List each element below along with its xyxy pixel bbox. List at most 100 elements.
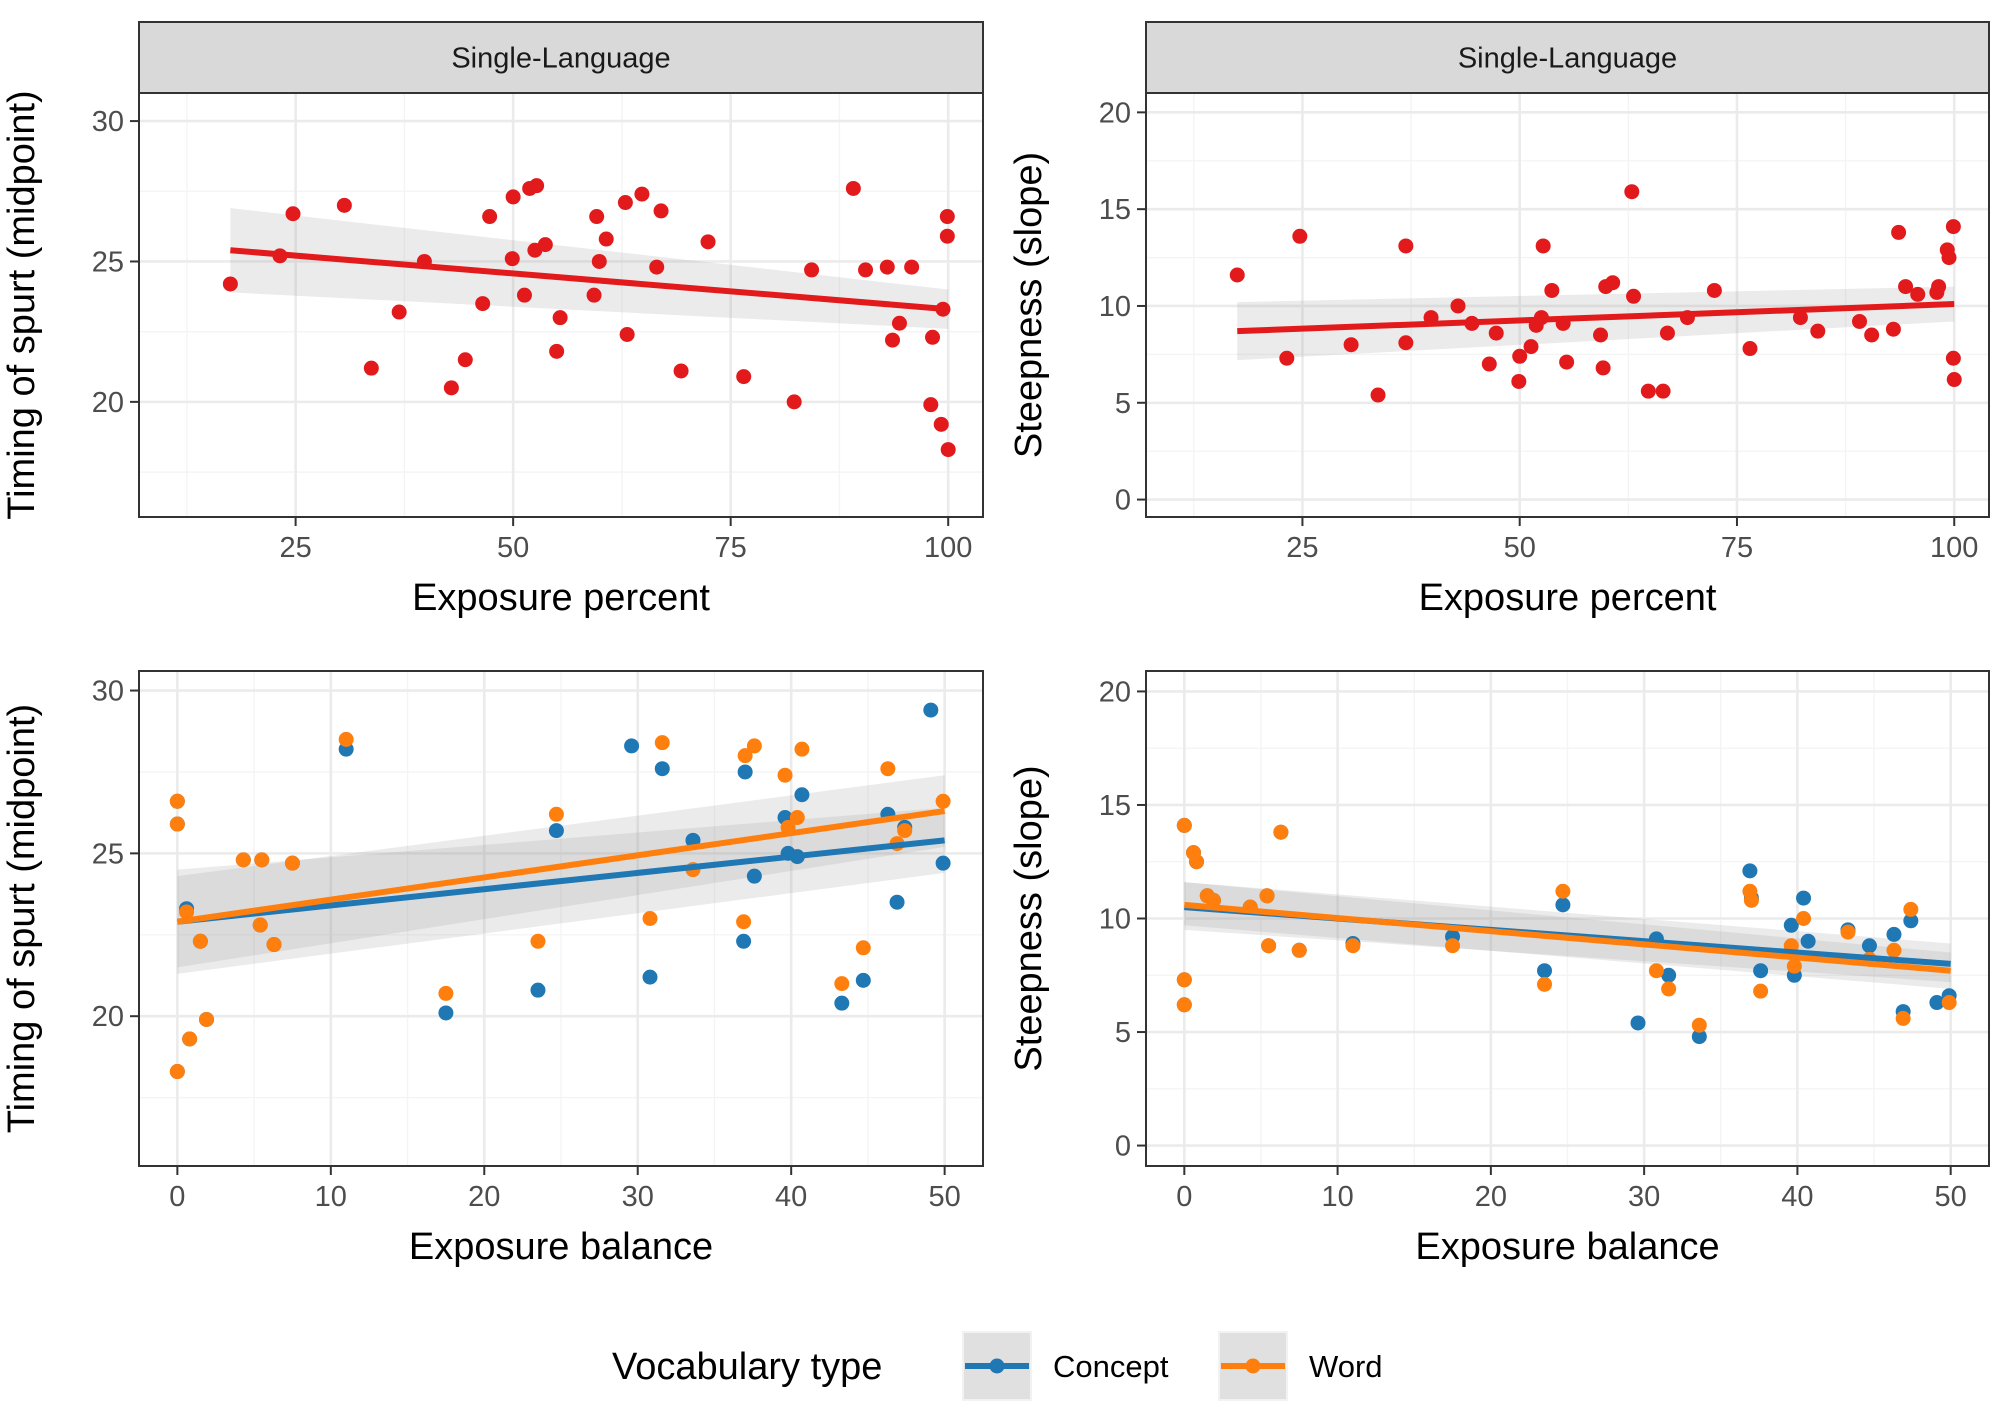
data-point <box>1852 313 1868 329</box>
y-tick-label: 20 <box>92 1001 124 1033</box>
data-point <box>548 823 564 839</box>
data-point <box>252 917 268 933</box>
data-point <box>1706 282 1722 298</box>
data-point <box>1886 926 1902 942</box>
data-point <box>940 442 956 458</box>
data-point <box>537 237 553 253</box>
data-point <box>1885 321 1901 337</box>
data-point <box>1691 1017 1707 1033</box>
data-point <box>923 702 939 718</box>
data-point <box>939 209 955 225</box>
data-point <box>1345 938 1361 954</box>
data-point <box>591 253 607 269</box>
data-point <box>804 262 820 278</box>
data-point <box>529 178 545 194</box>
data-point <box>1661 981 1677 997</box>
x-tick-label: 30 <box>622 1181 654 1213</box>
data-point <box>1176 997 1192 1013</box>
data-point <box>1176 817 1192 833</box>
facet-strip-label: Single-Language <box>451 43 670 75</box>
y-tick-label: 25 <box>92 838 124 870</box>
data-point <box>897 823 913 839</box>
data-point <box>505 189 521 205</box>
data-point <box>673 363 689 379</box>
data-point <box>617 195 633 211</box>
data-point <box>192 933 208 949</box>
x-tick-label: 50 <box>1935 1181 1967 1213</box>
data-point <box>1903 901 1919 917</box>
x-tick-label: 0 <box>169 1181 185 1213</box>
y-tick-label: 20 <box>92 387 124 419</box>
data-point <box>858 262 874 278</box>
data-point <box>235 852 251 868</box>
data-point <box>649 259 665 275</box>
x-tick-label: 50 <box>497 532 529 564</box>
data-point <box>1512 348 1528 364</box>
data-point <box>1941 995 1957 1011</box>
legend-label: Concept <box>1053 1349 1169 1384</box>
data-point <box>482 209 498 225</box>
data-point <box>1189 854 1205 870</box>
legend-title: Vocabulary type <box>612 1346 882 1388</box>
data-point <box>935 855 951 871</box>
data-point <box>598 231 614 247</box>
panel-top-right: Single-Language 25 50 75 100 0 5 10 15 20 Exposure… <box>1008 21 1990 619</box>
data-point <box>1259 888 1275 904</box>
data-point <box>1648 963 1664 979</box>
panel-background <box>139 93 983 517</box>
data-point <box>438 1005 454 1021</box>
data-point <box>504 251 520 267</box>
data-point <box>642 969 658 985</box>
data-point <box>182 1031 198 1047</box>
data-point <box>1630 1015 1646 1031</box>
data-point <box>169 793 185 809</box>
y-axis-title: Timing of spurt (midpoint) <box>1 90 43 519</box>
data-point <box>1796 890 1812 906</box>
data-point <box>1891 224 1907 240</box>
legend-key-point <box>989 1358 1005 1374</box>
data-point <box>794 741 810 757</box>
y-tick-label: 0 <box>1115 485 1131 517</box>
confidence-ribbon <box>230 208 949 329</box>
data-point <box>169 816 185 832</box>
data-point <box>169 1064 185 1080</box>
data-point <box>634 186 650 202</box>
panel-border <box>138 670 984 1167</box>
data-point <box>1929 995 1945 1011</box>
y-tick-label: 10 <box>1099 904 1131 936</box>
data-point <box>1840 924 1856 940</box>
data-point <box>1450 298 1466 314</box>
data-point <box>1786 958 1802 974</box>
data-point <box>794 787 810 803</box>
data-point <box>736 914 752 930</box>
data-point <box>1626 288 1642 304</box>
data-point <box>1537 976 1553 992</box>
data-point <box>1864 327 1880 343</box>
data-point <box>855 972 871 988</box>
data-point <box>933 416 949 432</box>
data-point <box>1559 354 1575 370</box>
legend-key-point <box>1245 1358 1261 1374</box>
facet-strip <box>1145 21 1990 94</box>
y-tick-label: 30 <box>92 676 124 708</box>
x-tick-label: 20 <box>1475 1181 1507 1213</box>
data-point <box>1544 282 1560 298</box>
facet-strip-label: Single-Language <box>1458 43 1677 75</box>
regression-line <box>1237 301 1955 335</box>
data-point <box>1535 238 1551 254</box>
x-tick-label: 20 <box>468 1181 500 1213</box>
confidence-ribbon <box>1237 286 1955 361</box>
data-point <box>1743 892 1759 908</box>
y-tick-label: 20 <box>1099 676 1131 708</box>
data-point <box>1931 279 1947 295</box>
data-point <box>1753 983 1769 999</box>
y-tick-label: 25 <box>92 246 124 278</box>
y-tick-label: 20 <box>1099 97 1131 129</box>
facet-strip <box>138 21 984 94</box>
data-point <box>443 380 459 396</box>
data-point <box>1895 1010 1911 1026</box>
y-tick-label: 5 <box>1115 388 1131 420</box>
data-point <box>1753 963 1769 979</box>
data-point <box>1624 184 1640 200</box>
x-tick-label: 10 <box>315 1181 347 1213</box>
